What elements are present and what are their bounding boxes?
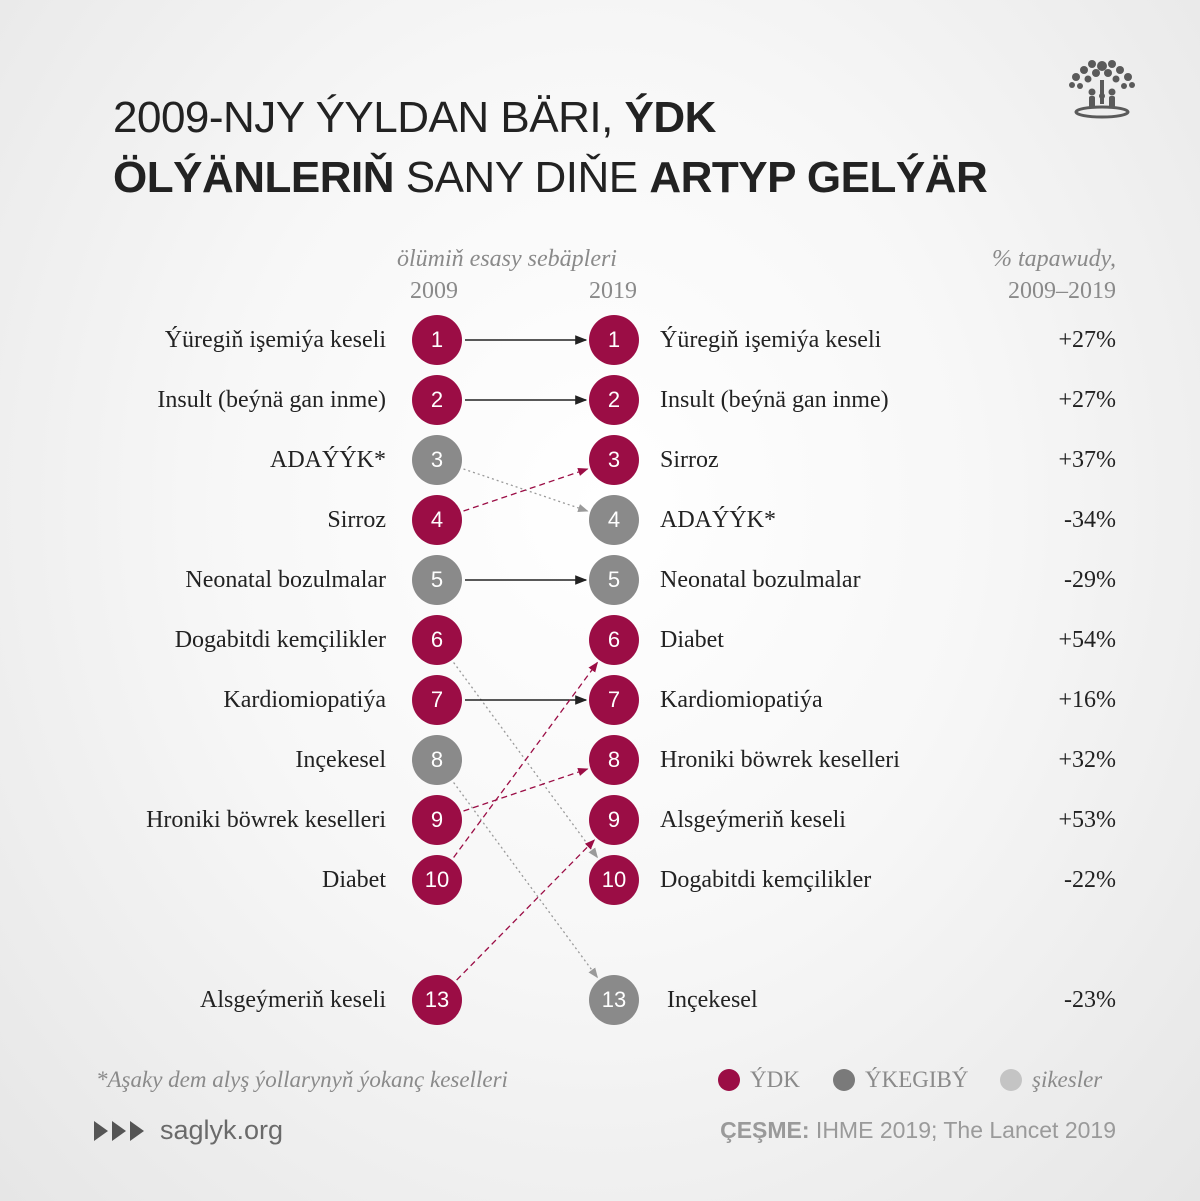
rank-circle-right: 6 xyxy=(589,615,639,665)
rank-circle-right: 3 xyxy=(589,435,639,485)
rank-circle-right: 10 xyxy=(589,855,639,905)
rank-circle-right: 9 xyxy=(589,795,639,845)
label-left: Ýüregiň işemiýa keseli xyxy=(164,327,386,353)
percent-change: +32% xyxy=(1058,747,1116,773)
label-right: Neonatal bozulmalar xyxy=(660,567,861,593)
legend-item-ydk: ÝDK xyxy=(718,1067,800,1093)
site-link[interactable]: saglyk.org xyxy=(94,1115,283,1146)
connector-line xyxy=(453,661,598,858)
connector-line xyxy=(453,782,598,979)
rank-circle-left: 7 xyxy=(412,675,462,725)
legend-dot xyxy=(833,1069,855,1091)
label-right: Kardiomiopatiýa xyxy=(660,687,823,713)
percent-change: -22% xyxy=(1064,867,1116,893)
pct-header-2: 2009–2019 xyxy=(1008,278,1116,304)
percent-change: +54% xyxy=(1058,627,1116,653)
rank-circle-right: 13 xyxy=(589,975,639,1025)
rank-circle-left: 9 xyxy=(412,795,462,845)
label-right: Ýüregiň işemiýa keseli xyxy=(660,327,882,353)
label-right: Hroniki böwrek keselleri xyxy=(660,747,900,773)
percent-change: +53% xyxy=(1058,807,1116,833)
legend-item-ykegiby: ÝKEGIBÝ xyxy=(833,1067,969,1093)
label-right: Dogabitdi kemçilikler xyxy=(660,867,872,893)
percent-change: -23% xyxy=(1064,987,1116,1013)
label-right: Insult (beýnä gan inme) xyxy=(660,387,889,413)
label-left: Sirroz xyxy=(327,507,386,533)
legend-dot xyxy=(1000,1069,1022,1091)
rank-circle-left: 4 xyxy=(412,495,462,545)
rank-circle-left: 6 xyxy=(412,615,462,665)
label-left: Insult (beýnä gan inme) xyxy=(157,387,386,413)
percent-change: +27% xyxy=(1058,327,1116,353)
footnote: *Aşaky dem alyş ýollarynyň ýokanç kesell… xyxy=(96,1067,508,1092)
label-right: Inçekesel xyxy=(667,987,758,1013)
tree-people-icon xyxy=(1069,60,1135,119)
rank-circle-left: 2 xyxy=(412,375,462,425)
label-left: Dogabitdi kemçilikler xyxy=(174,627,386,653)
subtitle: ölümiň esasy sebäpleri xyxy=(397,246,617,272)
percent-change: +37% xyxy=(1058,447,1116,473)
rank-circle-left: 13 xyxy=(412,975,462,1025)
rank-circle-right: 4 xyxy=(589,495,639,545)
rank-circle-right: 5 xyxy=(589,555,639,605)
legend-item-sikesler: şikesler xyxy=(1000,1067,1102,1093)
label-right: Sirroz xyxy=(660,447,719,473)
rank-circle-right: 2 xyxy=(589,375,639,425)
rank-circle-left: 1 xyxy=(412,315,462,365)
pct-header-1: % tapawudy, xyxy=(992,246,1116,272)
connector-line xyxy=(463,468,589,512)
connector-line xyxy=(463,768,589,812)
rank-circle-left: 5 xyxy=(412,555,462,605)
label-left: Alsgeýmeriň keseli xyxy=(200,987,386,1013)
label-right: Diabet xyxy=(660,627,724,653)
label-left: Neonatal bozulmalar xyxy=(185,567,386,593)
percent-change: +16% xyxy=(1058,687,1116,713)
title-line-1: 2009-NJY ÝYLDAN BÄRI, ÝDK xyxy=(113,93,716,142)
year-right: 2019 xyxy=(589,278,637,304)
rank-circle-left: 3 xyxy=(412,435,462,485)
label-left: Diabet xyxy=(322,867,386,893)
percent-change: -29% xyxy=(1064,567,1116,593)
label-left: ADAÝÝK* xyxy=(270,447,386,473)
play-arrows-icon xyxy=(94,1120,148,1141)
rank-circle-right: 1 xyxy=(589,315,639,365)
year-left: 2009 xyxy=(410,278,458,304)
label-left: Kardiomiopatiýa xyxy=(223,687,386,713)
label-left: Hroniki böwrek keselleri xyxy=(146,807,386,833)
label-left: Inçekesel xyxy=(295,747,386,773)
label-right: ADAÝÝK* xyxy=(660,507,776,533)
rank-circle-right: 8 xyxy=(589,735,639,785)
percent-change: -34% xyxy=(1064,507,1116,533)
rank-circle-left: 10 xyxy=(412,855,462,905)
title-line-2: ÖLÝÄNLERIŇ SANY DIŇE ARTYP GELÝÄR xyxy=(113,153,988,202)
chart-title: 2009-NJY ÝYLDAN BÄRI, ÝDK ÖLÝÄNLERIŇ SAN… xyxy=(113,88,988,208)
source: ÇEŞME: IHME 2019; The Lancet 2019 xyxy=(720,1117,1116,1143)
rank-circle-right: 7 xyxy=(589,675,639,725)
legend-dot xyxy=(718,1069,740,1091)
rank-circle-left: 8 xyxy=(412,735,462,785)
label-right: Alsgeýmeriň keseli xyxy=(660,807,846,833)
connector-line xyxy=(456,839,596,981)
percent-change: +27% xyxy=(1058,387,1116,413)
